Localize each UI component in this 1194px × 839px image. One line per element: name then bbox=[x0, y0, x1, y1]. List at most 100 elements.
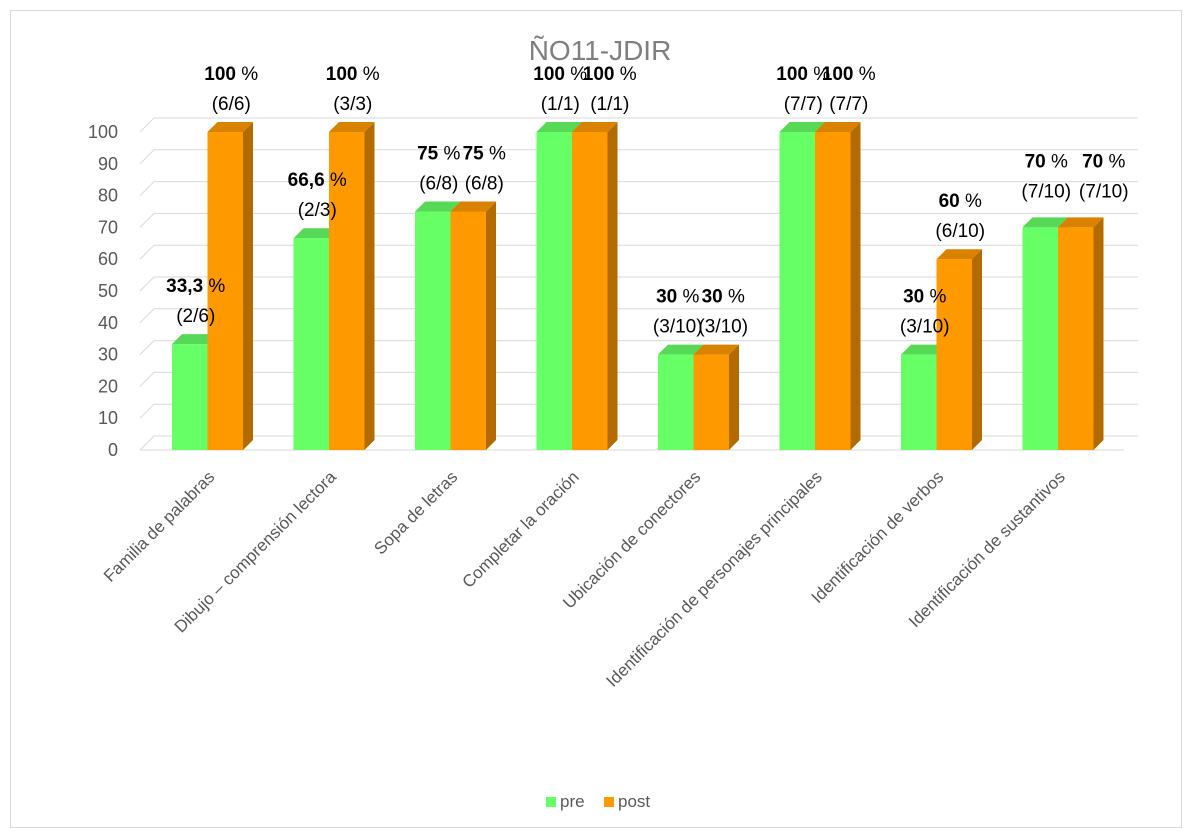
y-tick-label: 80 bbox=[98, 186, 118, 206]
data-label-pct-sign: % bbox=[484, 144, 506, 165]
gridline bbox=[139, 244, 1138, 260]
data-label-pct: 100 % bbox=[776, 64, 830, 85]
data-label-pct: 60 % bbox=[939, 191, 982, 212]
data-label-pct-sign: % bbox=[325, 170, 347, 191]
gridlines bbox=[139, 117, 1138, 451]
data-label-pct-value: 30 bbox=[903, 287, 924, 308]
data-label-pct-value: 100 bbox=[822, 64, 854, 85]
bar-side-post bbox=[607, 122, 618, 450]
data-label-pct: 30 % bbox=[656, 287, 699, 308]
bar-side-post bbox=[972, 249, 982, 450]
data-label-fraction: (6/10) bbox=[935, 221, 985, 242]
gridline bbox=[139, 340, 1138, 355]
bar-post bbox=[329, 132, 365, 450]
bar-pre bbox=[172, 344, 208, 450]
data-label-fraction: (7/10) bbox=[1021, 181, 1071, 202]
data-label-fraction: (6/6) bbox=[212, 94, 251, 115]
data-label-fraction: (2/6) bbox=[176, 306, 215, 327]
data-label-pct-value: 100 bbox=[326, 64, 358, 85]
data-label-pct: 30 % bbox=[903, 287, 946, 308]
data-label-fraction: (3/10) bbox=[900, 317, 950, 338]
data-labels: 33,3 % (2/6) 100 % (6/6) 66,6 % (2/3) 100 % (3/… bbox=[166, 64, 1128, 338]
data-label-pct: 75 % bbox=[417, 144, 460, 165]
bar-pre bbox=[536, 132, 572, 450]
gridline bbox=[139, 308, 1138, 324]
data-label-fraction: (1/1) bbox=[590, 94, 629, 115]
data-label-fraction: (7/10) bbox=[1079, 181, 1129, 202]
data-label-pct: 30 % bbox=[702, 287, 745, 308]
data-label-pct-sign: % bbox=[615, 64, 637, 85]
legend-swatch-post bbox=[604, 797, 614, 807]
bar-top-post bbox=[936, 249, 982, 260]
bar-side-post bbox=[364, 122, 375, 450]
bar-pre bbox=[901, 354, 937, 450]
bar-top-post bbox=[207, 122, 253, 132]
data-label-pct-sign: % bbox=[960, 191, 982, 212]
y-tick-label: 60 bbox=[98, 249, 118, 269]
y-tick-label: 10 bbox=[98, 408, 118, 428]
gridline bbox=[139, 212, 1138, 228]
gridline bbox=[139, 403, 1138, 419]
bar-top-post bbox=[693, 344, 739, 355]
bar-top-pre bbox=[1022, 217, 1068, 228]
data-label-pct-value: 70 bbox=[1082, 151, 1103, 172]
data-label-pct-value: 100 bbox=[204, 64, 236, 85]
bar-top-post bbox=[450, 201, 496, 212]
data-label-pct-sign: % bbox=[1046, 151, 1068, 172]
gridline bbox=[139, 371, 1138, 387]
x-category-label: Identificación de personajes principales bbox=[603, 467, 826, 690]
data-label-pct-value: 75 bbox=[417, 144, 439, 165]
data-label-pct-sign: % bbox=[677, 287, 699, 308]
x-category-label: Ubicación de conectores bbox=[559, 467, 704, 612]
data-label-fraction: (3/10) bbox=[653, 317, 703, 338]
bar-side-post bbox=[486, 201, 496, 450]
data-label-pct-sign: % bbox=[236, 64, 258, 85]
data-label-pct: 100 % bbox=[204, 64, 258, 85]
data-label-pct-value: 30 bbox=[702, 287, 723, 308]
data-label-fraction: (7/7) bbox=[829, 94, 868, 115]
data-label-fraction: (6/8) bbox=[419, 174, 458, 195]
data-label-fraction: (3/10) bbox=[698, 317, 748, 338]
y-tick-label: 20 bbox=[98, 376, 118, 396]
bar-post bbox=[815, 132, 851, 450]
bar-top-pre bbox=[293, 228, 339, 239]
data-label-fraction: (1/1) bbox=[541, 94, 580, 115]
data-label-pct: 33,3 % bbox=[166, 276, 225, 297]
data-label-pct-value: 100 bbox=[776, 64, 808, 85]
data-label-pct-sign: % bbox=[808, 64, 830, 85]
legend: pre post bbox=[546, 792, 650, 811]
data-label-pct-sign: % bbox=[723, 287, 745, 308]
bar-top-pre bbox=[779, 122, 825, 132]
bar-side-post bbox=[729, 344, 739, 450]
y-tick-label: 50 bbox=[98, 281, 118, 301]
bar-top-post bbox=[572, 122, 618, 132]
legend-label-post: post bbox=[618, 792, 650, 811]
data-label-pct-value: 75 bbox=[463, 144, 485, 165]
data-label-pct-sign: % bbox=[924, 287, 946, 308]
bar-post bbox=[450, 211, 486, 450]
data-label-pct-value: 30 bbox=[656, 287, 677, 308]
gridline bbox=[139, 435, 1138, 451]
bar-post bbox=[207, 132, 243, 450]
data-label-pct: 100 % bbox=[583, 64, 637, 85]
bar-top-pre bbox=[415, 201, 461, 212]
y-tick-label: 40 bbox=[98, 313, 118, 333]
data-label-fraction: (6/8) bbox=[465, 174, 504, 195]
data-label-pct-sign: % bbox=[358, 64, 380, 85]
x-category-label: Sopa de letras bbox=[370, 467, 461, 558]
data-label-pct: 100 % bbox=[822, 64, 876, 85]
legend-swatch-pre bbox=[546, 797, 556, 807]
bar-post bbox=[572, 132, 608, 450]
legend-label-pre: pre bbox=[560, 792, 585, 811]
data-label-pct-value: 60 bbox=[939, 191, 960, 212]
data-label-pct: 70 % bbox=[1025, 151, 1068, 172]
y-tick-label: 100 bbox=[88, 122, 118, 142]
data-label-pct-sign: % bbox=[438, 144, 460, 165]
gridline bbox=[139, 149, 1138, 165]
y-tick-label: 0 bbox=[108, 440, 118, 460]
bar-pre bbox=[293, 238, 329, 450]
chart-title: ÑO11-JDIR bbox=[529, 35, 672, 66]
bars bbox=[172, 122, 1104, 450]
data-label-fraction: (2/3) bbox=[298, 200, 337, 221]
